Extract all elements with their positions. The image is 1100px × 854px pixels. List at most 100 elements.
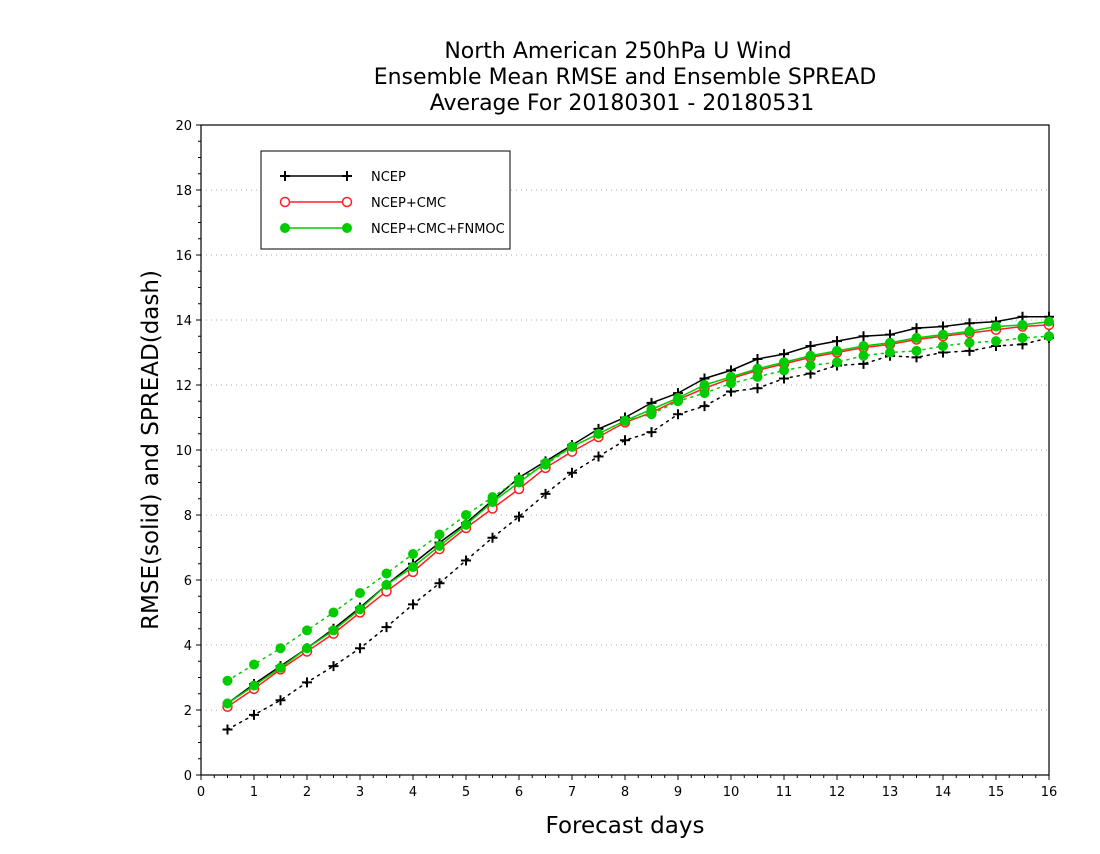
y-tick-label: 16 xyxy=(175,249,192,264)
spread-point xyxy=(249,709,259,720)
legend-marker xyxy=(342,171,352,181)
y-tick-label: 0 xyxy=(184,769,192,784)
spread-point xyxy=(355,588,365,598)
x-tick-label: 0 xyxy=(197,785,205,800)
rmse-point xyxy=(461,519,471,530)
spread-point xyxy=(249,659,259,670)
spread-point xyxy=(673,409,683,420)
spread-point xyxy=(805,360,816,371)
spread-point xyxy=(699,401,710,412)
y-tick-label: 4 xyxy=(184,639,192,654)
rmse-point xyxy=(673,393,683,403)
rmse-point xyxy=(832,336,842,347)
series-0 xyxy=(222,311,1054,735)
spread-point xyxy=(938,341,948,351)
rmse-point xyxy=(858,341,869,351)
legend-marker xyxy=(280,171,290,181)
rmse-point xyxy=(646,404,657,415)
x-tick-label: 14 xyxy=(935,785,952,800)
spread-point xyxy=(275,695,286,706)
spread-point xyxy=(408,599,418,610)
x-tick-label: 11 xyxy=(776,785,793,800)
rmse-point xyxy=(991,321,1001,332)
rmse-point xyxy=(1044,316,1054,327)
rmse-point xyxy=(593,428,604,439)
x-tick-label: 3 xyxy=(356,785,364,800)
spread-point xyxy=(461,510,471,520)
rmse-point xyxy=(540,458,551,468)
rmse-line xyxy=(227,324,1050,708)
rmse-point xyxy=(381,579,392,590)
spread-point xyxy=(646,427,657,438)
spread-point xyxy=(885,347,895,358)
x-tick-label: 16 xyxy=(1041,785,1058,800)
spread-point xyxy=(328,607,339,618)
spread-point xyxy=(434,578,445,589)
y-tick-label: 2 xyxy=(184,704,192,719)
rmse-point xyxy=(699,380,710,390)
x-tick-label: 13 xyxy=(882,785,899,800)
spread-line xyxy=(226,337,1050,731)
axes: 0 1 2 3 4 5 6 7 8 9 10 11 12 13 14 15 160246810121416182… xyxy=(175,119,1057,800)
x-tick-label: 9 xyxy=(674,785,682,800)
spread-point xyxy=(222,724,233,735)
y-tick-label: 6 xyxy=(184,574,192,589)
rmse-point xyxy=(514,477,524,488)
spread-point xyxy=(1044,331,1054,342)
rmse-point xyxy=(858,331,869,342)
spread-point xyxy=(275,643,286,654)
x-tick-label: 15 xyxy=(988,785,1005,800)
rmse-point xyxy=(726,371,736,382)
spread-point xyxy=(434,529,445,540)
spread-point xyxy=(381,568,392,579)
spread-point xyxy=(514,511,524,522)
legend: NCEP NCEP+CMC NCEP+CMC+FNMOC xyxy=(260,150,511,250)
y-tick-label: 18 xyxy=(175,184,192,199)
rmse-point xyxy=(275,662,286,673)
spread-point xyxy=(355,643,365,654)
spread-point xyxy=(328,661,339,672)
y-tick-label: 8 xyxy=(184,509,192,524)
rmse-point xyxy=(805,350,816,361)
rmse-point xyxy=(885,337,895,348)
spread-point xyxy=(620,435,630,446)
x-tick-label: 5 xyxy=(462,785,470,800)
spread-point xyxy=(302,625,312,636)
spread-point xyxy=(302,677,312,688)
legend-marker xyxy=(280,223,290,233)
rmse-point xyxy=(567,441,577,452)
x-tick-label: 2 xyxy=(303,785,311,800)
spread-line xyxy=(226,335,1050,682)
rmse-point xyxy=(752,354,763,364)
rmse-point xyxy=(779,357,789,368)
y-tick-label: 14 xyxy=(175,314,192,329)
rmse-line xyxy=(227,316,1049,705)
spread-point xyxy=(567,467,577,478)
rmse-point xyxy=(328,625,339,636)
spread-point xyxy=(858,350,869,361)
rmse-point xyxy=(805,341,816,351)
rmse-point xyxy=(964,326,975,337)
x-tick-label: 7 xyxy=(568,785,576,800)
spread-point xyxy=(964,337,975,348)
rmse-point xyxy=(408,562,418,572)
rmse-point xyxy=(620,415,630,426)
spread-point xyxy=(752,383,763,394)
title-line-2: Ensemble Mean RMSE and Ensemble SPREAD xyxy=(374,65,877,90)
y-axis-title: RMSE(solid) and SPREAD(dash) xyxy=(138,270,164,630)
rmse-point xyxy=(249,680,259,691)
rmse-point xyxy=(487,497,498,507)
spread-point xyxy=(408,549,418,559)
legend-label: NCEP+CMC xyxy=(371,196,446,211)
spread-point xyxy=(911,345,922,356)
spread-point xyxy=(487,532,498,543)
spread-point xyxy=(381,622,392,633)
rmse-point xyxy=(355,604,365,615)
legend-marker xyxy=(342,223,352,233)
spread-point xyxy=(222,675,233,686)
x-tick-label: 1 xyxy=(250,785,258,800)
spread-point xyxy=(540,488,551,499)
chart-title: North American 250hPa U Wind Ensemble Me… xyxy=(374,39,877,116)
spread-point xyxy=(991,336,1001,347)
